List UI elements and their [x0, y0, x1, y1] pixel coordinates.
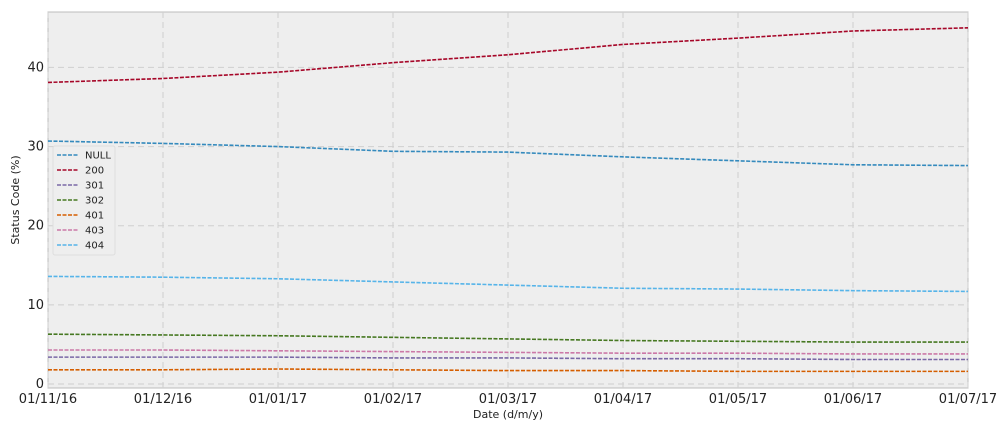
- x-tick-label: 01/07/17: [939, 392, 997, 407]
- x-tick-label: 01/01/17: [249, 392, 307, 407]
- series-line-301: [48, 356, 968, 361]
- x-tick-label: 01/12/16: [134, 392, 192, 407]
- legend: NULL 200 301 302 401 403 404: [52, 145, 116, 256]
- legend-label: 301: [85, 181, 104, 192]
- x-tick-label: 01/05/17: [709, 392, 767, 407]
- series-line-null: [47, 140, 969, 167]
- legend-label: 200: [85, 166, 104, 177]
- x-axis-label: Date (d/m/y): [473, 408, 543, 421]
- x-tick-label: 01/03/17: [479, 392, 537, 407]
- plot-area: [47, 11, 969, 389]
- y-tick-label: 10: [27, 298, 44, 313]
- x-tick-label: 01/11/16: [19, 392, 77, 407]
- y-tick-label: 40: [27, 60, 44, 75]
- x-axis: 01/11/16 01/12/16 01/01/17 01/02/17 01/03/17…: [19, 392, 997, 407]
- x-tick-label: 01/02/17: [364, 392, 422, 407]
- series-layer: [47, 27, 969, 373]
- series-line-401: [48, 368, 968, 373]
- series-line-200: [47, 27, 969, 84]
- legend-label: 404: [85, 241, 104, 252]
- grid: [47, 12, 969, 388]
- x-tick-label: 01/06/17: [824, 392, 882, 407]
- legend-box: [52, 145, 116, 256]
- y-tick-label: 20: [27, 219, 44, 234]
- series-line-404: [47, 275, 969, 293]
- y-axis: 0 10 20 30 40: [27, 60, 44, 392]
- series-line-302: [47, 333, 968, 343]
- y-tick-label: 0: [36, 377, 44, 392]
- legend-label: 403: [85, 226, 104, 237]
- series-line-403: [48, 349, 968, 355]
- x-tick-label: 01/04/17: [594, 392, 652, 407]
- y-tick-label: 30: [27, 140, 44, 155]
- legend-label: 302: [85, 196, 104, 207]
- legend-label: NULL: [85, 151, 111, 162]
- y-axis-label: Status Code (%): [9, 155, 22, 244]
- legend-label: 401: [85, 211, 104, 222]
